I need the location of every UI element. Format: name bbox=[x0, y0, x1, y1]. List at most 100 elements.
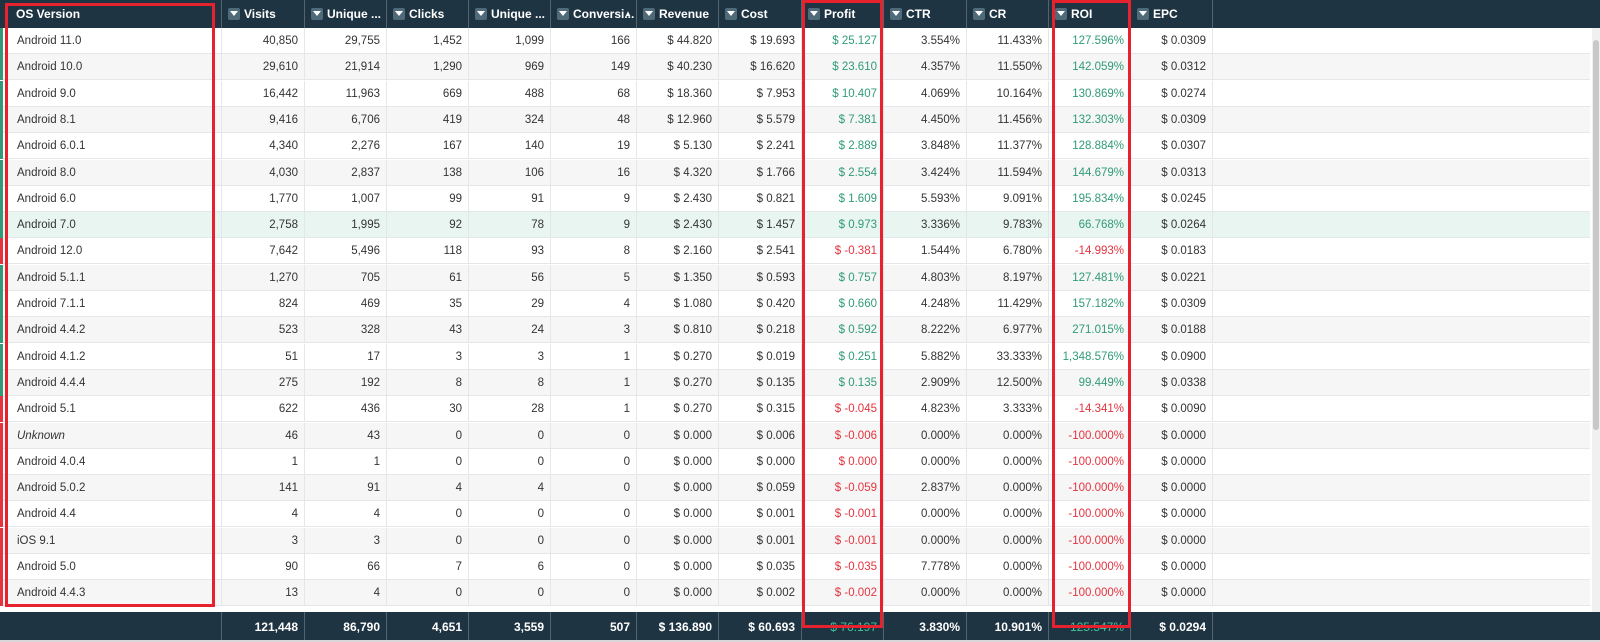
column-header-clicks[interactable]: Clicks bbox=[387, 0, 469, 28]
column-header-revenue[interactable]: Revenue bbox=[637, 0, 719, 28]
cell-epc: $ 0.0307 bbox=[1131, 133, 1213, 160]
cell-clicks: 99 bbox=[387, 185, 469, 212]
row-status-indicator bbox=[0, 317, 3, 344]
filter-icon[interactable] bbox=[973, 8, 985, 20]
table-row[interactable]: Android 5.0.2 141 91 4 4 0 $ 0.000 $ 0.059 $ -0.… bbox=[0, 475, 1590, 502]
filter-icon[interactable] bbox=[1137, 8, 1149, 20]
filter-icon[interactable] bbox=[311, 8, 323, 20]
table-row[interactable]: Android 9.0 16,442 11,963 669 488 68 $ 18.360 $… bbox=[0, 80, 1590, 107]
cell-epc: $ 0.0000 bbox=[1131, 580, 1213, 607]
cell-cost: $ 1.457 bbox=[719, 212, 802, 239]
row-status-indicator bbox=[0, 159, 3, 186]
cell-os-version: Android 8.0 bbox=[0, 159, 222, 186]
row-status-indicator bbox=[0, 54, 3, 81]
cell-os-version: Unknown bbox=[0, 422, 222, 449]
cell-unique-clicks: 78 bbox=[469, 212, 551, 239]
vertical-scrollbar[interactable] bbox=[1592, 28, 1600, 612]
cell-unique-visits: 5,496 bbox=[305, 238, 387, 265]
cell-clicks: 92 bbox=[387, 212, 469, 239]
cell-epc: $ 0.0188 bbox=[1131, 317, 1213, 344]
cell-conversions: 9 bbox=[551, 212, 637, 239]
column-header-conversions[interactable]: Conversi... ▲ bbox=[551, 0, 637, 28]
table-row[interactable]: Android 8.0 4,030 2,837 138 106 16 $ 4.320 $ 1.… bbox=[0, 159, 1590, 186]
cell-visits: 2,758 bbox=[222, 212, 305, 239]
table-row[interactable]: Android 8.1 9,416 6,706 419 324 48 $ 12.960 $ 5… bbox=[0, 106, 1590, 133]
cell-roi: -100.000% bbox=[1049, 580, 1131, 607]
cell-conversions: 0 bbox=[551, 580, 637, 607]
table-row[interactable]: Android 6.0.1 4,340 2,276 167 140 19 $ 5.130 $ … bbox=[0, 133, 1590, 160]
filter-icon[interactable] bbox=[890, 8, 902, 20]
cell-unique-clicks: 969 bbox=[469, 54, 551, 81]
table-row[interactable]: Android 5.1.1 1,270 705 61 56 5 $ 1.350 $ 0.593… bbox=[0, 264, 1590, 291]
column-header-cost[interactable]: Cost bbox=[719, 0, 802, 28]
table-row[interactable]: Android 10.0 29,610 21,914 1,290 969 149 $ 40.… bbox=[0, 54, 1590, 81]
cell-conversions: 149 bbox=[551, 54, 637, 81]
cell-ctr: 3.336% bbox=[884, 212, 967, 239]
cell-profit: $ 0.000 bbox=[802, 448, 884, 475]
cell-unique-clicks: 6 bbox=[469, 554, 551, 580]
column-header-epc[interactable]: EPC bbox=[1131, 0, 1213, 28]
cell-visits: 275 bbox=[222, 369, 305, 396]
table-row[interactable]: Android 4.4 4 4 0 0 0 $ 0.000 $ 0.001 $ -0.001 0.… bbox=[0, 501, 1590, 528]
table-row[interactable]: Android 5.0 90 66 7 6 0 $ 0.000 $ 0.035 $ -0.035… bbox=[0, 554, 1590, 580]
cell-epc: $ 0.0309 bbox=[1131, 106, 1213, 133]
cell-visits: 90 bbox=[222, 554, 305, 580]
filter-icon[interactable] bbox=[393, 8, 405, 20]
table-row[interactable]: Android 5.1 622 436 30 28 1 $ 0.270 $ 0.315 $ -0… bbox=[0, 396, 1590, 423]
cell-cr: 9.783% bbox=[967, 212, 1049, 239]
filter-icon[interactable] bbox=[557, 8, 569, 20]
cell-cost: $ 0.593 bbox=[719, 264, 802, 291]
cell-epc: $ 0.0221 bbox=[1131, 264, 1213, 291]
filter-icon[interactable] bbox=[725, 8, 737, 20]
table-row[interactable]: Android 4.4.2 523 328 43 24 3 $ 0.810 $ 0.218 $ … bbox=[0, 317, 1590, 344]
table-row[interactable]: Android 4.1.2 51 17 3 3 1 $ 0.270 $ 0.019 $ 0.25… bbox=[0, 343, 1590, 370]
filter-icon[interactable] bbox=[1055, 8, 1067, 20]
cell-cr: 0.000% bbox=[967, 580, 1049, 607]
sort-indicator-icon[interactable]: ▲ bbox=[624, 9, 632, 18]
column-header-unique-clicks[interactable]: Unique ... bbox=[469, 0, 551, 28]
table-row[interactable]: Android 7.0 2,758 1,995 92 78 9 $ 2.430 $ 1.457… bbox=[0, 212, 1590, 239]
column-header-label: CR bbox=[989, 7, 1007, 21]
row-status-indicator bbox=[0, 448, 3, 475]
column-header-os-version[interactable]: OS Version bbox=[0, 0, 222, 28]
column-header-profit[interactable]: Profit bbox=[802, 0, 884, 28]
cell-epc: $ 0.0313 bbox=[1131, 159, 1213, 186]
column-header-empty bbox=[1213, 0, 1600, 28]
column-header-unique-visits[interactable]: Unique ... bbox=[305, 0, 387, 28]
cell-cr: 6.977% bbox=[967, 317, 1049, 344]
table-row[interactable]: Android 4.0.4 1 1 0 0 0 $ 0.000 $ 0.000 $ 0.000 0… bbox=[0, 448, 1590, 475]
cell-roi: 127.596% bbox=[1049, 28, 1131, 54]
filter-icon[interactable] bbox=[228, 8, 240, 20]
cell-unique-clicks: 0 bbox=[469, 580, 551, 607]
table-row[interactable]: Android 6.0 1,770 1,007 99 91 9 $ 2.430 $ 0.821… bbox=[0, 185, 1590, 212]
cell-cost: $ 19.693 bbox=[719, 28, 802, 54]
cell-visits: 7,642 bbox=[222, 238, 305, 265]
table-row[interactable]: Android 4.4.3 13 4 0 0 0 $ 0.000 $ 0.002 $ -0.00… bbox=[0, 580, 1590, 607]
table-row[interactable]: Android 12.0 7,642 5,496 118 93 8 $ 2.160 $ 2.5… bbox=[0, 238, 1590, 265]
filter-icon[interactable] bbox=[643, 8, 655, 20]
filter-icon[interactable] bbox=[808, 8, 820, 20]
cell-revenue: $ 1.080 bbox=[637, 291, 719, 317]
table-row[interactable]: Android 4.4.4 275 192 8 8 1 $ 0.270 $ 0.135 $ 0.… bbox=[0, 369, 1590, 396]
cell-clicks: 7 bbox=[387, 554, 469, 580]
cell-unique-visits: 1 bbox=[305, 448, 387, 475]
table-body[interactable]: Android 11.0 40,850 29,755 1,452 1,099 166 $ 4… bbox=[0, 28, 1590, 613]
cell-profit: $ 1.609 bbox=[802, 185, 884, 212]
cell-unique-visits: 2,276 bbox=[305, 133, 387, 160]
column-header-cr[interactable]: CR bbox=[967, 0, 1049, 28]
cell-roi: 195.834% bbox=[1049, 185, 1131, 212]
cell-unique-clicks: 4 bbox=[469, 475, 551, 502]
column-header-visits[interactable]: Visits bbox=[222, 0, 305, 28]
column-header-label: Unique ... bbox=[491, 7, 545, 21]
filter-icon[interactable] bbox=[475, 8, 487, 20]
column-header-ctr[interactable]: CTR bbox=[884, 0, 967, 28]
column-header-label: Revenue bbox=[659, 7, 710, 21]
cell-epc: $ 0.0090 bbox=[1131, 396, 1213, 423]
column-header-roi[interactable]: ROI bbox=[1049, 0, 1131, 28]
table-row[interactable]: Android 11.0 40,850 29,755 1,452 1,099 166 $ 4… bbox=[0, 28, 1590, 54]
table-row[interactable]: iOS 9.1 3 3 0 0 0 $ 0.000 $ 0.001 $ -0.001 0.000%… bbox=[0, 527, 1590, 554]
table-row[interactable]: Android 7.1.1 824 469 35 29 4 $ 1.080 $ 0.420 $ … bbox=[0, 291, 1590, 317]
scrollbar-thumb[interactable] bbox=[1593, 40, 1599, 430]
table-row[interactable]: Unknown 46 43 0 0 0 $ 0.000 $ 0.006 $ -0.006 0.00… bbox=[0, 422, 1590, 449]
column-header-label: EPC bbox=[1153, 7, 1178, 21]
